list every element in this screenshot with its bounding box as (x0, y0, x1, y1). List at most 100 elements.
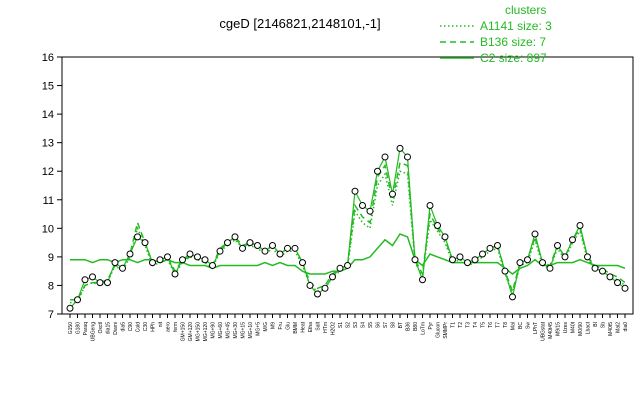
data-point (396, 144, 404, 152)
x-tick-label: Glucon (436, 322, 442, 338)
data-point (621, 284, 629, 292)
x-tick-label: MG+120 (203, 322, 209, 342)
x-tick-label: M40t5 (608, 322, 614, 336)
data-point (186, 250, 194, 258)
data-point (584, 253, 591, 261)
x-tick-label: BI (593, 322, 599, 327)
x-tick-label: Lbact (586, 321, 592, 334)
data-point (569, 236, 576, 244)
chart-title: cgeD [2146821,2148101,-1] (219, 16, 380, 31)
x-tick-label: G180 (76, 322, 82, 334)
x-tick-label: T4 (473, 322, 479, 328)
data-point (134, 233, 141, 241)
data-point (216, 247, 224, 255)
data-point (329, 273, 336, 281)
data-point (509, 293, 516, 301)
x-tick-label: Fru (278, 322, 284, 330)
data-point (539, 259, 546, 267)
data-point (471, 256, 479, 264)
x-tick-label: MG+30 (233, 322, 239, 339)
x-tick-label: LoTm (421, 322, 427, 335)
data-point (284, 244, 291, 252)
x-tick-label: GM+120 (188, 322, 194, 342)
x-tick-label: S8 (391, 322, 397, 328)
data-point (494, 241, 501, 249)
data-point (231, 233, 239, 241)
data-point (224, 239, 231, 247)
data-point (269, 241, 276, 249)
data-point (524, 256, 531, 264)
x-tick-label: SMMPr (443, 322, 449, 339)
x-tick-label: Heat (301, 321, 307, 332)
data-point (411, 256, 419, 264)
x-tick-label: S1 (338, 322, 344, 328)
data-point (464, 259, 471, 267)
x-tick-label: T6 (488, 322, 494, 328)
x-tick-label: Pyr (428, 322, 434, 330)
x-tick-label: ferm (173, 322, 179, 332)
data-point (516, 259, 524, 267)
x-tick-label: M9 (271, 322, 277, 329)
series-line-a1141 (70, 170, 626, 304)
y-tick-label: 15 (42, 81, 54, 93)
data-point (306, 281, 314, 289)
data-point (606, 273, 614, 281)
data-point (479, 250, 486, 258)
x-tick-label: Sw (526, 322, 532, 329)
x-tick-label: H2O2 (331, 322, 337, 335)
data-point (179, 256, 186, 264)
data-point (96, 279, 104, 287)
x-tick-label: MG+5 (256, 322, 262, 336)
x-tick-label: Diami (113, 322, 119, 335)
x-tick-label: B36 (406, 322, 412, 331)
data-point (246, 239, 254, 247)
x-tick-label: BMM (293, 322, 299, 334)
x-tick-label: C30 (143, 322, 149, 331)
data-point (104, 279, 111, 287)
data-point (239, 244, 246, 252)
data-point (389, 190, 396, 198)
x-tick-label: dia5 (121, 322, 127, 332)
data-point (486, 244, 494, 252)
data-point (291, 244, 299, 252)
x-tick-label: Paraq (83, 322, 89, 336)
legend: clusters A1141 size: 3 B136 size: 7 C2 siz… (440, 3, 552, 65)
y-tick-label: 12 (42, 166, 54, 178)
plot-frame (61, 56, 634, 315)
x-tick-label: Etha (308, 322, 314, 333)
y-tick-label: 16 (42, 52, 54, 64)
data-point (276, 250, 284, 258)
data-point (501, 267, 509, 275)
x-tick-label: S5 (368, 322, 374, 328)
data-point (576, 221, 584, 229)
x-tick-label: HTm (323, 322, 329, 333)
x-tick-label: S2 (346, 322, 352, 328)
data-point (374, 167, 381, 175)
legend-entry: B136 size: 7 (480, 35, 546, 49)
data-point (351, 187, 359, 195)
y-tick-label: 11 (43, 195, 54, 207)
legend-entry: A1141 size: 3 (480, 19, 552, 33)
legend-entry: C2 size: 897 (480, 51, 547, 65)
x-tick-label: S6 (376, 322, 382, 328)
data-point (111, 259, 119, 267)
x-tick-label: C90 (128, 322, 134, 331)
data-point (314, 290, 321, 298)
x-tick-label: Mal (511, 322, 517, 330)
data-point (194, 253, 201, 261)
data-point (201, 256, 209, 264)
x-tick-label: Mal2 (616, 322, 622, 333)
data-point (561, 253, 569, 261)
data-point (81, 276, 89, 284)
x-tick-label: aero (166, 322, 172, 332)
series-line-profile (69, 147, 626, 309)
x-tick-label: Uzes (563, 322, 569, 334)
data-point (426, 201, 434, 209)
data-point (164, 253, 171, 261)
data-point (119, 264, 126, 272)
x-tick-label: Salt (316, 321, 322, 330)
x-tick-label: MG+15 (241, 322, 247, 339)
data-point (156, 256, 164, 264)
data-point (419, 276, 426, 284)
